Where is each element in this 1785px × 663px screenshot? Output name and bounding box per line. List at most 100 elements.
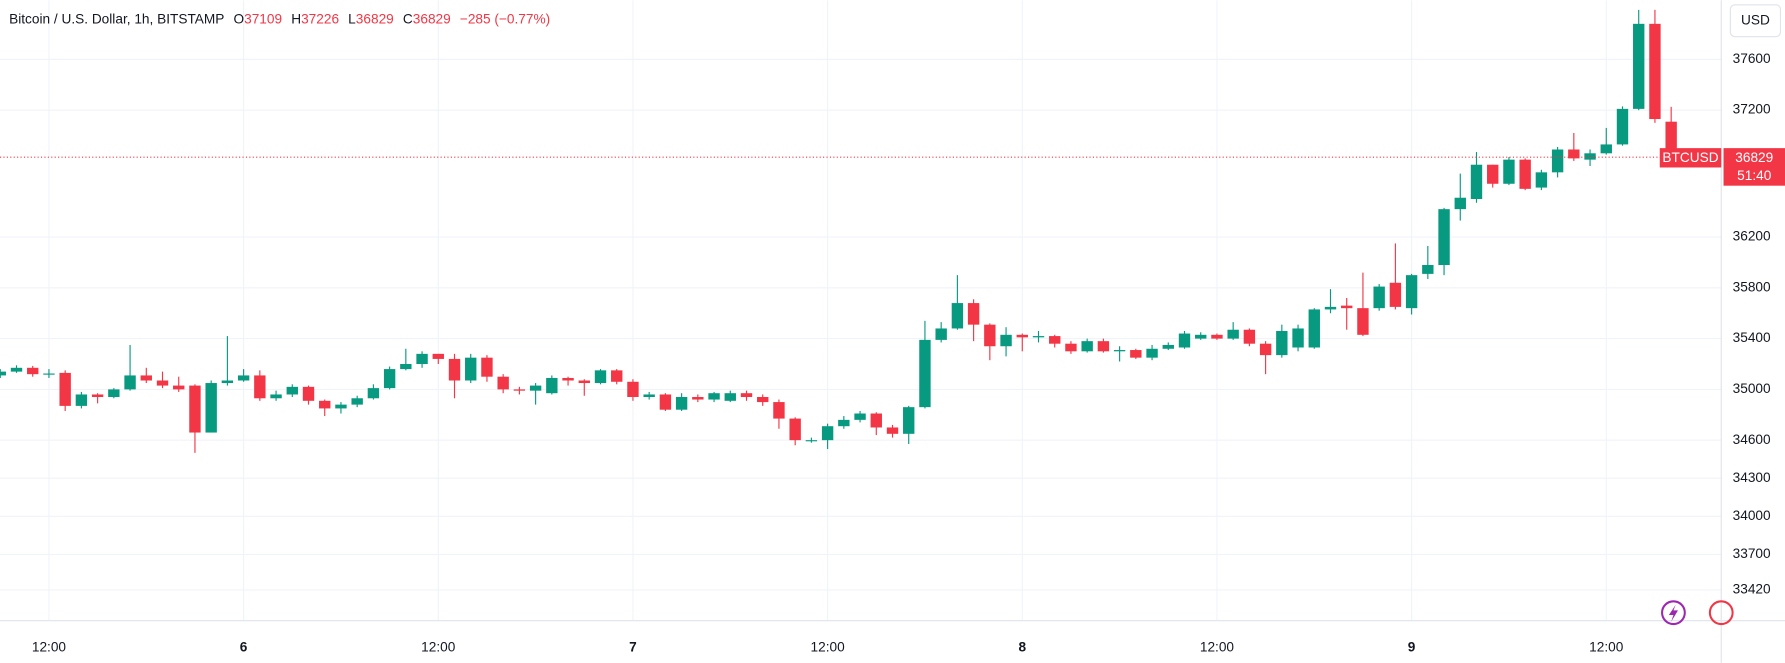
y-tick-label: 37200 (1733, 102, 1771, 117)
icons (1661, 600, 1734, 626)
candle-body (1308, 309, 1320, 348)
x-tick-label: 12:00 (32, 640, 67, 655)
ohlc-key: O (233, 11, 244, 26)
candle-body (1049, 336, 1061, 344)
candle-body (513, 389, 526, 391)
candle-body (757, 397, 769, 403)
candle-body (1470, 164, 1483, 199)
candle-body (91, 394, 104, 398)
currency-label[interactable]: USD (1741, 12, 1770, 27)
candle-body (789, 418, 801, 441)
candle-body (43, 373, 55, 375)
y-tick-label: 35800 (1733, 279, 1771, 294)
candle-body (1633, 23, 1645, 109)
candle-body (1097, 341, 1110, 352)
ohlc-value: 36829 (356, 11, 394, 26)
candle-body (951, 303, 964, 329)
candle-body (205, 383, 217, 433)
candle-body (1568, 149, 1580, 159)
change-label: −285 (−0.77%) (460, 11, 550, 26)
y-tick-label: 33420 (1733, 582, 1771, 597)
x-tick-label: 7 (629, 640, 637, 655)
candle-body (319, 400, 331, 409)
candle-body (675, 397, 688, 410)
candle-body (1195, 334, 1207, 339)
ohlc-value: 36829 (413, 11, 451, 26)
candle-body (643, 394, 655, 398)
y-tick-label: 35400 (1733, 330, 1771, 345)
candle-body (919, 339, 931, 408)
candle-body (173, 385, 185, 390)
candle-body (335, 404, 347, 409)
ohlc-key: H (291, 11, 301, 26)
x-tick-label: 12:00 (421, 640, 456, 655)
candle-body (773, 402, 785, 419)
x-tick-label: 9 (1408, 640, 1416, 655)
candle-body (935, 328, 947, 340)
candle-body (611, 370, 623, 382)
y-tick-label: 33700 (1733, 546, 1771, 561)
candle-body (886, 427, 899, 434)
candle-body (578, 380, 590, 384)
currency-button[interactable] (1729, 4, 1782, 38)
candle-body (221, 380, 234, 384)
candle-body (400, 364, 412, 370)
candle-body (108, 389, 120, 398)
candle-body (546, 377, 558, 394)
candle-body (254, 375, 266, 399)
candle-body (1535, 172, 1548, 188)
candle-body (1519, 159, 1531, 189)
candle-body (367, 388, 380, 399)
candle-body (821, 426, 834, 441)
candle-body (562, 377, 574, 381)
candle-body (497, 376, 509, 390)
y-tick-label: 36200 (1733, 229, 1771, 244)
candle-body (416, 353, 428, 365)
x-tick-label: 6 (240, 640, 248, 655)
candle-body (1113, 350, 1126, 352)
y-tick-label: 34300 (1733, 470, 1771, 485)
candle-body (984, 324, 996, 347)
candle-body (1487, 164, 1499, 184)
flash-icon[interactable] (1661, 600, 1686, 626)
legend-header: Bitcoin / U.S. Dollar, 1h, BITSTAMP O3710… (9, 11, 550, 26)
candle-body (708, 393, 720, 400)
candle-body (1341, 305, 1353, 309)
title: Bitcoin / U.S. Dollar, 1h, BITSTAMP (9, 11, 224, 26)
candle-body (1389, 282, 1402, 307)
candle-body (627, 381, 639, 398)
calendar-icon[interactable] (1708, 600, 1734, 626)
candle-body (1292, 328, 1304, 348)
symbol-label: BTCUSD (1662, 150, 1718, 165)
candle-body (1357, 308, 1369, 335)
candle-body (383, 369, 396, 389)
candle-body (237, 375, 250, 381)
candle-body (59, 372, 71, 406)
candle-body (659, 394, 672, 410)
candle-body (156, 380, 169, 386)
x-tick-label: 12:00 (1200, 640, 1235, 655)
candle-body (1259, 343, 1272, 356)
candle-body (10, 367, 23, 372)
candle-body (1438, 209, 1450, 265)
y-tick-label: 35000 (1733, 381, 1771, 396)
candle-body (1227, 329, 1239, 339)
candle-body (1616, 108, 1629, 145)
candle-body (805, 440, 818, 442)
candle-body (1600, 144, 1612, 154)
ohlc-value: 37109 (244, 11, 282, 26)
last-price-label: 36829 (1735, 150, 1773, 165)
y-tick-label: 34600 (1733, 432, 1771, 447)
candle-body (189, 385, 201, 433)
candle-body (1243, 329, 1256, 344)
candle-body (481, 357, 493, 377)
candle-body (448, 358, 461, 381)
candle-body (594, 370, 607, 384)
candle-body (432, 353, 444, 359)
candle-body (1373, 286, 1385, 309)
y-tick-label: 34000 (1733, 508, 1771, 523)
candle-body (1276, 331, 1288, 356)
candle-body (724, 393, 736, 401)
candle-body (1454, 197, 1466, 210)
